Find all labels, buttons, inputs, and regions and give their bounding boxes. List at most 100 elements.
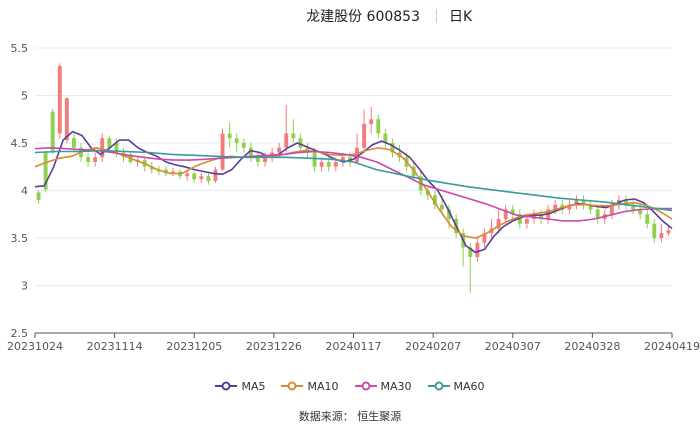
candle-body-41: [326, 162, 331, 167]
candle-body-10: [107, 138, 112, 148]
y-tick-label-2: 3.5: [11, 232, 29, 245]
chart-title: 龙建股份 600853: [306, 9, 420, 25]
data-source: 数据来源： 恒生聚源: [298, 410, 402, 423]
title-divider: [436, 9, 437, 23]
candle-body-62: [475, 242, 480, 257]
x-tick-label-2: 20231205: [166, 340, 222, 353]
candle-body-50: [390, 143, 395, 153]
candle-body-24: [206, 176, 211, 181]
candle-body-34: [277, 147, 282, 153]
legend-label-ma10: MA10: [307, 379, 339, 393]
candle-body-47: [369, 119, 374, 124]
candle-body-81: [609, 204, 614, 215]
candle-body-58: [447, 209, 451, 219]
candle-body-35: [284, 133, 289, 148]
candle-body-26: [220, 133, 225, 170]
x-tick-label-8: 20240419: [644, 340, 700, 353]
candle-body-56: [432, 195, 437, 205]
candle-body-77: [581, 200, 586, 205]
moving-average-lines: [34, 130, 673, 254]
candle-body-49: [383, 133, 388, 143]
candle-body-71: [539, 214, 544, 219]
candle-body-57: [440, 204, 444, 210]
y-tick-label-5: 5: [21, 90, 28, 103]
period-label: 日K: [449, 9, 473, 25]
candle-body-27: [227, 133, 232, 139]
candle-body-25: [213, 169, 218, 181]
candle-body-5: [71, 138, 76, 148]
candle-body-73: [553, 204, 558, 210]
candle-body-7: [86, 157, 91, 162]
candle-body-48: [376, 119, 381, 134]
candle-body-22: [192, 173, 197, 180]
legend-dot-ma10: [287, 381, 297, 391]
candle-body-2: [50, 111, 55, 151]
x-tick-label-0: 20231024: [7, 340, 63, 353]
candle-body-32: [263, 157, 267, 162]
candle-body-45: [355, 147, 359, 162]
candle-body-40: [319, 162, 324, 167]
candle-body-4: [64, 98, 69, 141]
candle-body-43: [340, 157, 345, 162]
line-ma5: [34, 130, 673, 254]
legend-item-ma30[interactable]: MA30: [354, 378, 412, 394]
y-tick-label-1: 3: [21, 280, 28, 293]
x-axis: 20231024 20231114 20231205 20231226 20240117…: [7, 332, 700, 353]
candle-body-29: [241, 143, 246, 148]
candlestick-chart: 2.5 3 3.5 4 4.5 5 5.5 20231024 20231114 20231205…: [7, 42, 700, 353]
legend-label-ma5: MA5: [241, 379, 266, 393]
candle-body-63: [482, 233, 487, 243]
candle-body-1: [43, 152, 48, 190]
legend-dot-ma5: [221, 381, 231, 391]
candle-body-8: [93, 157, 98, 162]
grid-layer: [35, 47, 672, 286]
candle-body-16: [149, 166, 154, 170]
x-tick-label-5: 20240207: [405, 340, 461, 353]
candle-body-76: [574, 200, 579, 205]
candles-layer: [36, 63, 671, 294]
candle-body-36: [291, 133, 296, 139]
candle-body-9: [100, 138, 105, 158]
candle-body-84: [631, 204, 636, 210]
legend-label-ma30: MA30: [380, 379, 412, 393]
legend-item-ma5[interactable]: MA5: [215, 378, 265, 394]
legend-item-ma10[interactable]: MA10: [281, 378, 339, 394]
candle-body-0: [36, 192, 41, 200]
legend-dot-ma30: [361, 381, 370, 391]
y-axis: 2.5 3 3.5 4 4.5 5 5.5: [11, 42, 29, 340]
chart-title-bar: 龙建股份 600853 日K: [0, 6, 700, 26]
candle-body-85: [638, 209, 643, 215]
x-tick-label-1: 20231114: [87, 340, 143, 353]
candle-body-53: [411, 166, 416, 177]
x-tick-label-3: 20231226: [246, 340, 302, 353]
candle-body-65: [496, 219, 501, 229]
legend-marker-ma60: [427, 381, 450, 391]
candle-body-31: [256, 157, 260, 162]
candle-body-68: [517, 214, 522, 224]
legend-item-ma60[interactable]: MA60: [427, 378, 485, 394]
candle-body-75: [567, 204, 572, 210]
candle-body-79: [595, 209, 600, 219]
y-tick-label-3: 4: [21, 185, 28, 198]
line-ma10: [34, 147, 673, 239]
legend-dot-ma60: [434, 381, 444, 391]
candle-body-66: [503, 209, 508, 219]
candle-body-86: [645, 214, 650, 224]
legend-marker-ma10: [281, 381, 304, 391]
candle-body-78: [588, 204, 593, 210]
legend: MA5 MA10 MA30 MA60: [0, 378, 700, 394]
legend-marker-ma30: [354, 381, 377, 391]
candle-body-39: [312, 152, 317, 167]
candle-body-3: [57, 66, 62, 134]
y-tick-label-4: 4.5: [11, 137, 29, 150]
candle-body-69: [524, 219, 529, 224]
candle-body-89: [666, 230, 671, 234]
x-tick-label-6: 20240307: [485, 340, 541, 353]
y-tick-label-6: 5.5: [11, 42, 29, 55]
candle-body-42: [333, 162, 338, 167]
candle-body-88: [659, 233, 664, 238]
candle-body-19: [171, 171, 175, 174]
candle-body-11: [114, 143, 119, 153]
candle-body-23: [199, 176, 204, 180]
candle-body-30: [248, 147, 253, 158]
